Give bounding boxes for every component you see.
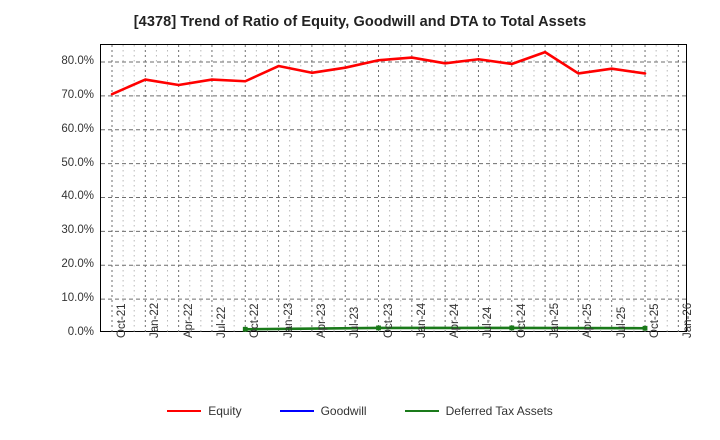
y-axis-tick-label: 40.0% xyxy=(61,190,94,203)
x-axis-tick-label: Oct-24 xyxy=(515,303,528,338)
legend-swatch-icon xyxy=(279,410,314,412)
plot-area xyxy=(100,44,688,333)
x-axis-tick-label: Apr-22 xyxy=(182,303,195,338)
x-axis-tick-label: Jan-22 xyxy=(149,302,162,338)
y-axis-tick-label: 80.0% xyxy=(61,54,94,67)
y-axis-tick-label: 30.0% xyxy=(61,224,94,237)
series-line-deferred-tax-assets xyxy=(243,326,647,331)
chart-legend: Equity Goodwill Deferred Tax Assets xyxy=(0,404,720,418)
series-marker-deferred-tax-assets xyxy=(509,325,515,331)
x-axis-tick-label: Jan-23 xyxy=(282,302,295,338)
x-axis-tick-label: Apr-24 xyxy=(449,303,462,338)
x-axis-tick-label: Oct-22 xyxy=(249,303,262,338)
series-marker-deferred-tax-assets xyxy=(376,325,381,331)
x-axis-tick-label: Jul-23 xyxy=(349,306,362,338)
x-axis-tick-label: Jul-25 xyxy=(615,306,628,338)
legend-swatch-icon xyxy=(404,410,439,412)
x-axis-tick-label: Jul-24 xyxy=(482,306,495,338)
legend-item-equity[interactable]: Equity xyxy=(167,404,242,418)
legend-label: Deferred Tax Assets xyxy=(445,404,553,418)
legend-label: Goodwill xyxy=(320,404,367,418)
chart-title: [4378] Trend of Ratio of Equity, Goodwil… xyxy=(133,14,587,30)
x-axis-tick-label: Apr-23 xyxy=(315,303,328,338)
series-line-equity xyxy=(110,50,647,96)
series-markers xyxy=(242,325,648,332)
y-axis-tick-label: 20.0% xyxy=(61,258,94,271)
y-axis-tick-label: 50.0% xyxy=(61,156,94,169)
x-axis-tick-label: Apr-25 xyxy=(582,303,595,338)
series-lines xyxy=(110,50,647,331)
x-axis-tick-label: Oct-23 xyxy=(382,303,395,338)
y-axis-labels: 0.0% 10.0% 20.0% 30.0% 40.0% 50.0% 60.0% 70.0% 8… xyxy=(0,0,100,440)
y-axis-tick-label: 70.0% xyxy=(61,88,94,101)
plot-svg xyxy=(101,45,688,333)
x-axis-tick-label: Jan-26 xyxy=(682,302,695,338)
legend-item-goodwill[interactable]: Goodwill xyxy=(279,404,367,418)
series-marker-deferred-tax-assets xyxy=(642,325,648,331)
grid-lines xyxy=(101,45,688,333)
x-axis-tick-label: Jan-24 xyxy=(415,302,428,338)
legend-swatch-icon xyxy=(167,410,202,412)
y-axis-tick-label: 0.0% xyxy=(67,326,94,338)
legend-label: Equity xyxy=(208,404,242,418)
x-axis-tick-label: Oct-25 xyxy=(649,303,662,338)
legend-item-deferred-tax-assets[interactable]: Deferred Tax Assets xyxy=(404,404,553,418)
series-marker-deferred-tax-assets xyxy=(242,326,248,332)
x-axis-tick-label: Jul-22 xyxy=(215,306,228,338)
x-axis-tick-label: Oct-21 xyxy=(116,303,128,338)
x-axis-tick-label: Jan-25 xyxy=(549,302,562,338)
y-axis-tick-label: 60.0% xyxy=(61,122,94,135)
y-axis-tick-label: 10.0% xyxy=(61,292,94,305)
